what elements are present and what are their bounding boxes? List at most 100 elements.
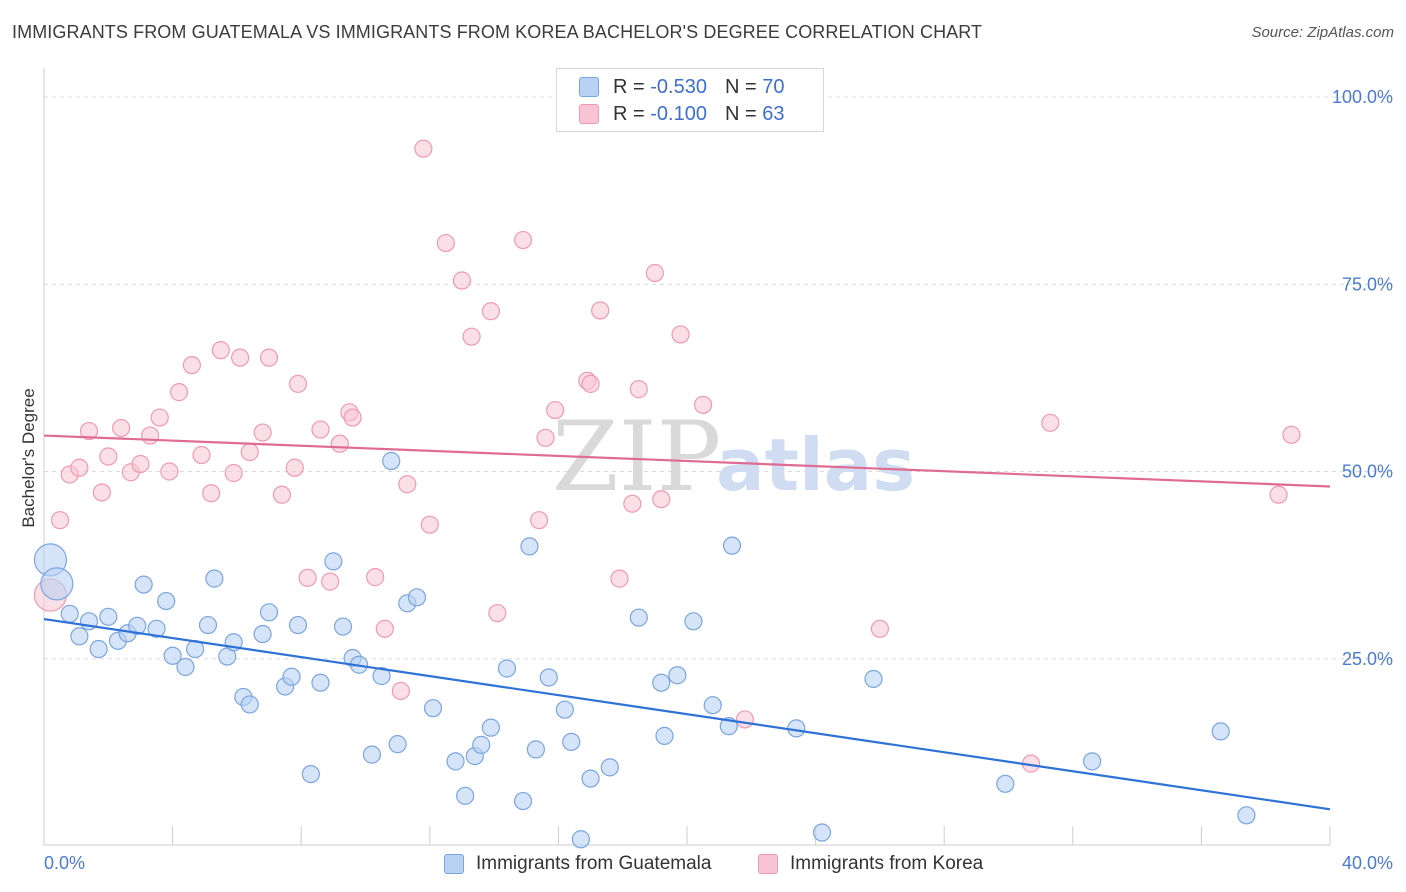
korea-point — [272, 485, 292, 504]
korea-point — [536, 428, 555, 447]
korea-point — [375, 619, 394, 638]
guatemala-point — [722, 536, 742, 555]
korea-point — [420, 515, 439, 534]
guatemala-point — [407, 588, 427, 607]
chart-title: IMMIGRANTS FROM GUATEMALA VS IMMIGRANTS … — [12, 22, 983, 42]
y-tick-label: 50.0% — [1342, 462, 1393, 482]
korea-point — [343, 408, 362, 427]
x-tick-label: 40.0% — [1342, 853, 1393, 873]
bottom-legend-guatemala: Immigrants from Guatemala — [444, 850, 711, 878]
guatemala-point — [60, 604, 79, 623]
korea-point — [645, 263, 664, 283]
guatemala-legend-label: Immigrants from Guatemala — [476, 853, 712, 874]
korea-point — [112, 418, 131, 438]
korea-point — [513, 230, 533, 250]
guatemala-point — [134, 575, 153, 594]
korea-legend-swatch — [758, 854, 778, 874]
guatemala-point — [629, 608, 648, 627]
korea-point — [671, 325, 690, 344]
guatemala-point — [157, 591, 176, 611]
korea-point — [253, 423, 272, 442]
guatemala-point — [253, 624, 272, 644]
korea-point — [530, 511, 549, 530]
guatemala-points — [33, 451, 1256, 849]
legend-row-korea: R = -0.100 N = 63 — [579, 101, 784, 127]
korea-point — [311, 420, 330, 439]
guatemala-point — [333, 617, 353, 636]
guatemala-legend-swatch — [444, 854, 464, 874]
guatemala-point — [1237, 806, 1256, 825]
guatemala-point — [472, 735, 491, 754]
watermark-atlas: atlas — [716, 423, 915, 507]
korea-point — [231, 348, 250, 367]
korea-point — [591, 301, 610, 320]
korea-point — [240, 442, 259, 462]
guatemala-point — [581, 769, 600, 788]
korea-point — [488, 603, 507, 623]
legend-r-label: R = — [613, 102, 645, 125]
korea-point — [321, 572, 340, 591]
legend-row-guatemala: R = -0.530 N = 70 — [579, 74, 784, 100]
guatemala-point — [301, 764, 320, 784]
korea-point — [50, 511, 70, 530]
guatemala-point — [513, 791, 533, 811]
korea-point — [481, 302, 500, 321]
korea-point — [546, 400, 565, 420]
guatemala-point — [668, 666, 687, 685]
guatemala-point — [288, 615, 308, 635]
korea-legend-label: Immigrants from Korea — [790, 853, 984, 874]
guatemala-point — [128, 616, 147, 635]
watermark: ZIP atlas — [552, 401, 915, 513]
korea-point — [150, 408, 169, 427]
guatemala-point — [282, 667, 301, 686]
korea-point — [452, 271, 472, 290]
korea-point — [202, 484, 221, 503]
korea-point — [414, 139, 433, 158]
korea-point — [298, 568, 317, 587]
korea-point — [79, 421, 99, 441]
korea-point — [330, 434, 349, 453]
korea-point — [581, 374, 600, 393]
legend-r-label: R = — [613, 75, 645, 98]
guatemala-point — [600, 758, 619, 777]
korea-point — [131, 454, 150, 474]
korea-point — [92, 483, 111, 502]
x-tick-label: 0.0% — [44, 853, 85, 873]
guatemala-point — [423, 699, 443, 718]
korea-point — [1269, 485, 1288, 504]
korea-point — [182, 356, 201, 375]
guatemala-point — [526, 740, 545, 759]
guatemala-point — [388, 735, 407, 754]
bottom-legend-korea: Immigrants from Korea — [758, 850, 983, 878]
guatemala-point — [324, 552, 343, 571]
guatemala-point — [40, 567, 74, 601]
guatemala-point — [456, 786, 475, 805]
korea-point — [169, 383, 189, 402]
korea-point — [391, 681, 410, 701]
korea-point — [259, 348, 279, 367]
korea-point — [652, 490, 671, 509]
legend-r-value: -0.530 — [650, 75, 707, 98]
y-tick-label: 100.0% — [1332, 87, 1393, 107]
guatemala-point — [259, 603, 279, 622]
guatemala-point — [205, 569, 224, 588]
guatemala-point — [481, 718, 500, 737]
source-label: Source: ZipAtlas.com — [1251, 24, 1394, 41]
korea-point — [288, 374, 308, 393]
y-axis-label: Bachelor's Degree — [19, 388, 38, 527]
korea-point — [436, 233, 455, 253]
y-tick-label: 75.0% — [1342, 274, 1393, 294]
guatemala-point — [684, 612, 703, 631]
guatemala-point — [70, 627, 89, 646]
korea-point — [366, 568, 385, 587]
korea-point — [462, 327, 481, 346]
legend-n-label: N = — [724, 75, 757, 98]
guatemala-point — [539, 668, 558, 687]
guatemala-point — [372, 666, 391, 686]
korea-point — [1282, 425, 1301, 444]
korea-point — [735, 710, 754, 729]
y-tick-label: 25.0% — [1342, 649, 1393, 669]
korea-point — [224, 463, 243, 483]
legend-n-value: 70 — [762, 75, 785, 98]
